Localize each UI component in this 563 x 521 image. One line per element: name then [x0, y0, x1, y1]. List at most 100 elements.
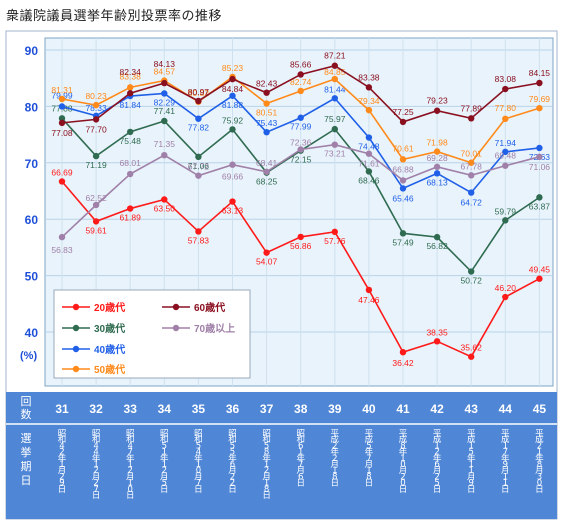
- svg-text:月: 月: [126, 472, 135, 482]
- data-label: 80.51: [256, 108, 278, 118]
- svg-text:1: 1: [162, 448, 167, 458]
- data-label: 77.80: [495, 103, 517, 113]
- svg-text:8: 8: [537, 460, 542, 470]
- data-label: 63.13: [222, 206, 244, 216]
- data-label: 81.44: [324, 84, 346, 94]
- svg-text:2: 2: [332, 454, 337, 464]
- svg-text:1: 1: [468, 466, 473, 476]
- legend-item-30歳代: 30歳代: [62, 322, 125, 335]
- data-point: [536, 153, 543, 161]
- data-point: [433, 233, 441, 241]
- data-point: [502, 148, 509, 156]
- round-number: 42: [430, 402, 444, 416]
- svg-text:7: 7: [196, 479, 201, 489]
- legend-marker: [172, 303, 180, 311]
- data-point: [161, 79, 168, 87]
- data-point: [536, 79, 543, 87]
- y-tick-label: 80: [25, 100, 39, 114]
- data-label: 79.99: [51, 90, 73, 100]
- legend-marker: [172, 324, 180, 332]
- data-point: [263, 168, 270, 175]
- data-label: 82.34: [120, 67, 142, 77]
- data-label: 79.23: [426, 96, 448, 106]
- y-tick-label: 50: [25, 270, 39, 284]
- data-point: [468, 115, 475, 122]
- data-label: 71.06: [188, 161, 210, 171]
- data-label: 56.83: [51, 245, 73, 255]
- svg-text:年: 年: [228, 453, 237, 464]
- data-label: 64.72: [461, 198, 483, 208]
- page-title: 衆議院議員選挙年齢別投票率の推移: [6, 9, 223, 24]
- legend-box: [53, 289, 251, 379]
- data-point: [433, 338, 441, 345]
- svg-text:昭: 昭: [194, 429, 203, 439]
- data-label: 49.45: [529, 265, 551, 275]
- data-point: [195, 97, 202, 105]
- round-number: 31: [55, 402, 69, 416]
- svg-text:月: 月: [160, 472, 169, 482]
- data-point: [331, 125, 338, 133]
- svg-text:0: 0: [537, 479, 542, 489]
- svg-text:0: 0: [400, 460, 405, 470]
- data-label: 36.42: [392, 358, 414, 368]
- svg-text:日: 日: [535, 485, 544, 495]
- svg-text:年: 年: [433, 453, 442, 464]
- svg-text:年: 年: [194, 453, 203, 464]
- data-point: [297, 87, 304, 95]
- data-point: [92, 152, 100, 160]
- svg-text:1: 1: [264, 460, 269, 470]
- data-label: 80.97: [188, 87, 210, 97]
- svg-text:成: 成: [433, 434, 442, 445]
- data-label: 68.01: [120, 158, 142, 168]
- svg-text:5: 5: [162, 441, 167, 451]
- round-number: 32: [89, 402, 103, 416]
- data-label: 84.85: [324, 67, 346, 77]
- data-point: [433, 170, 441, 177]
- svg-text:平: 平: [331, 429, 340, 439]
- data-point: [536, 104, 543, 112]
- data-label: 67.72: [188, 162, 210, 172]
- data-point: [229, 126, 236, 133]
- data-label: 77.25: [392, 107, 414, 117]
- data-point: [365, 168, 373, 175]
- legend-item-60歳代: 60歳代: [162, 301, 225, 314]
- svg-text:7: 7: [503, 448, 508, 458]
- data-point: [468, 189, 475, 196]
- svg-text:1: 1: [196, 460, 201, 470]
- data-point: [399, 230, 407, 237]
- svg-text:日: 日: [160, 485, 169, 495]
- svg-text:日: 日: [399, 485, 408, 495]
- data-label: 69.28: [426, 153, 448, 163]
- data-label: 85.66: [290, 59, 312, 69]
- data-label: 71.61: [358, 159, 380, 169]
- data-label: 68.13: [426, 177, 448, 187]
- svg-text:2: 2: [162, 466, 167, 476]
- data-point: [263, 249, 270, 256]
- svg-text:日: 日: [365, 479, 374, 489]
- y-axis-label: (%): [20, 350, 37, 362]
- data-label: 77.41: [154, 106, 176, 116]
- data-point: [58, 233, 66, 241]
- data-label: 71.98: [426, 138, 448, 148]
- round-number: 34: [158, 402, 172, 416]
- round-number: 33: [124, 402, 138, 416]
- data-point: [365, 84, 373, 91]
- svg-text:8: 8: [264, 448, 269, 458]
- data-point: [161, 196, 168, 203]
- series-40歳代: 79.9978.3381.8482.2977.8281.8875.4377.99…: [51, 84, 550, 207]
- series-layer: 66.69 59.61 61.89 63.50 57.83 63.13 54.07 56.86…: [51, 51, 550, 368]
- data-label: 57.76: [324, 236, 346, 246]
- svg-text:2: 2: [230, 479, 235, 489]
- svg-text:月: 月: [467, 472, 476, 482]
- svg-text:5: 5: [434, 479, 439, 489]
- data-point: [399, 348, 407, 356]
- data-label: 81.88: [222, 100, 244, 110]
- data-point: [297, 114, 304, 121]
- data-point: [195, 115, 202, 122]
- svg-text:1: 1: [503, 441, 508, 451]
- svg-text:8: 8: [400, 441, 405, 451]
- svg-text:2: 2: [434, 448, 439, 458]
